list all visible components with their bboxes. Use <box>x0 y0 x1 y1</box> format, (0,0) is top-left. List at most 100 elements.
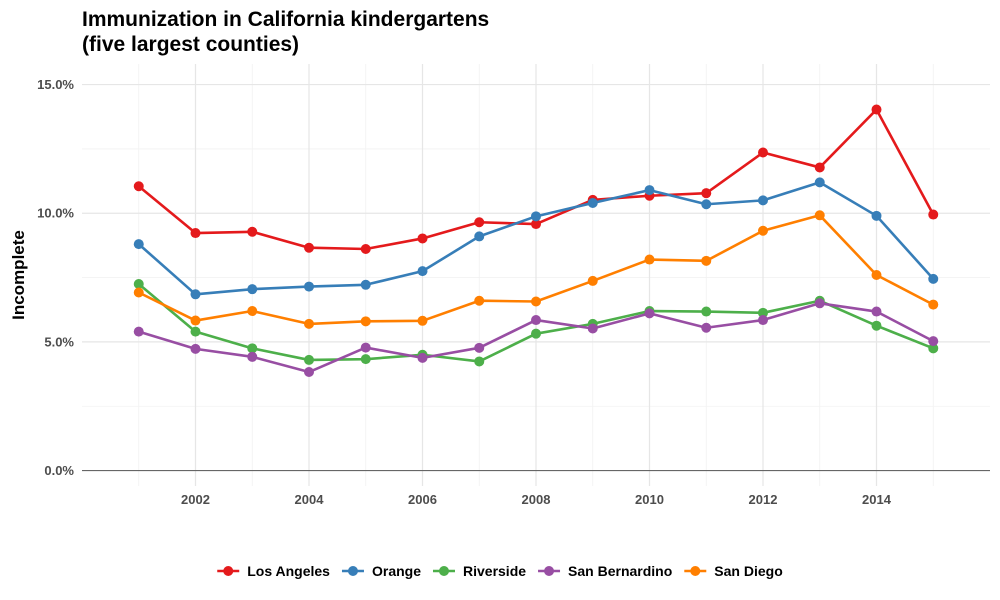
data-point-san-bernardino <box>531 315 541 326</box>
data-point-orange <box>190 289 201 300</box>
data-point-orange <box>304 281 314 292</box>
data-point-los-angeles <box>814 162 825 173</box>
data-point-orange <box>587 197 598 208</box>
data-point-san-diego <box>644 254 655 265</box>
data-point-riverside <box>474 356 485 367</box>
data-point-riverside <box>133 279 144 290</box>
chart-title: Immunization in California kindergartens… <box>82 8 489 56</box>
data-point-san-bernardino <box>871 306 882 317</box>
y-tick-label: 15.0% <box>37 77 74 92</box>
legend-label: San Bernardino <box>568 563 672 579</box>
legend-label: Orange <box>372 563 421 579</box>
series-san-bernardino <box>133 298 939 378</box>
data-point-los-angeles <box>133 181 144 192</box>
data-point-orange <box>417 266 428 277</box>
data-point-riverside <box>304 354 314 365</box>
legend-label: San Diego <box>714 563 782 579</box>
legend-item-los-angeles: Los Angeles <box>217 563 330 579</box>
data-point-los-angeles <box>758 147 768 158</box>
data-point-riverside <box>871 320 882 331</box>
data-point-san-diego <box>701 255 712 266</box>
data-point-los-angeles <box>871 104 882 115</box>
data-point-san-diego <box>247 306 258 317</box>
data-point-orange <box>644 185 655 196</box>
legend-item-san-diego: San Diego <box>684 563 783 579</box>
data-point-san-bernardino <box>417 352 428 363</box>
data-point-san-bernardino <box>644 308 655 319</box>
data-point-riverside <box>701 306 712 317</box>
data-point-san-diego <box>190 315 201 326</box>
data-point-san-diego <box>871 270 882 280</box>
x-tick-label: 2010 <box>635 492 664 507</box>
legend-label: Los Angeles <box>247 563 330 579</box>
data-point-los-angeles <box>190 228 201 239</box>
x-tick-label: 2012 <box>749 492 778 507</box>
data-point-san-bernardino <box>928 336 939 347</box>
y-tick-label: 5.0% <box>44 334 74 349</box>
x-tick-label: 2002 <box>181 492 210 507</box>
data-point-san-bernardino <box>304 367 314 378</box>
x-tick-label: 2006 <box>408 492 437 507</box>
data-point-los-angeles <box>417 233 428 244</box>
data-point-los-angeles <box>247 226 258 237</box>
data-point-san-bernardino <box>587 323 598 334</box>
data-point-san-diego <box>531 296 541 307</box>
data-point-san-diego <box>928 299 939 310</box>
series-orange <box>133 177 939 300</box>
data-point-orange <box>871 210 882 221</box>
x-tick-label: 2014 <box>862 492 892 507</box>
data-point-orange <box>701 199 712 210</box>
data-point-los-angeles <box>531 219 541 230</box>
data-point-los-angeles <box>928 209 939 220</box>
data-point-san-bernardino <box>474 342 485 353</box>
legend-key-dot <box>347 566 358 576</box>
data-point-riverside <box>190 326 201 337</box>
data-point-san-diego <box>474 295 485 306</box>
data-point-orange <box>247 284 258 295</box>
data-point-orange <box>758 195 768 206</box>
series-san-diego <box>133 210 939 329</box>
legend-item-orange: Orange <box>341 563 421 579</box>
x-axis-tick-labels: 2002 2004 2006 2008 2010 2012 2014 <box>181 492 892 507</box>
legend-item-san-bernardino: San Bernardino <box>538 563 672 579</box>
data-point-los-angeles <box>360 244 371 255</box>
data-point-san-diego <box>758 225 768 236</box>
data-point-san-bernardino <box>133 326 144 337</box>
data-point-san-bernardino <box>814 298 825 309</box>
data-point-san-bernardino <box>247 351 258 362</box>
data-point-orange <box>814 177 825 188</box>
data-point-san-bernardino <box>701 322 712 333</box>
data-point-riverside <box>758 307 768 318</box>
y-tick-label: 0.0% <box>44 463 74 478</box>
chart-title-line-2: (five largest counties) <box>82 33 299 56</box>
legend-key-dot <box>544 566 555 576</box>
data-point-los-angeles <box>304 242 314 253</box>
data-point-orange <box>531 211 541 222</box>
data-point-san-diego <box>360 316 371 327</box>
y-axis-tick-labels: 0.0% 5.0% 10.0% 15.0% <box>37 77 74 478</box>
y-axis-title: Incomplete <box>9 230 28 320</box>
legend-key-dot <box>438 566 449 576</box>
data-point-san-diego <box>304 318 314 329</box>
data-point-riverside <box>531 328 541 339</box>
x-tick-label: 2008 <box>522 492 551 507</box>
data-point-san-bernardino <box>360 342 371 353</box>
data-point-san-diego <box>587 275 598 286</box>
legend-key-dot <box>223 566 234 576</box>
data-point-orange <box>474 231 485 242</box>
data-point-san-bernardino <box>190 343 201 354</box>
data-point-orange <box>928 273 939 284</box>
data-point-riverside <box>247 343 258 354</box>
data-point-orange <box>360 279 371 290</box>
legend: Los Angeles Orange Riverside San Bernardino… <box>217 563 783 579</box>
legend-label: Riverside <box>463 563 526 579</box>
gridlines <box>82 64 990 486</box>
data-point-san-diego <box>417 315 428 326</box>
series-lines <box>133 104 939 378</box>
data-point-san-diego <box>814 210 825 221</box>
data-point-los-angeles <box>701 188 712 199</box>
data-point-riverside <box>360 354 371 365</box>
data-point-san-diego <box>133 287 144 298</box>
data-point-san-bernardino <box>758 315 768 326</box>
